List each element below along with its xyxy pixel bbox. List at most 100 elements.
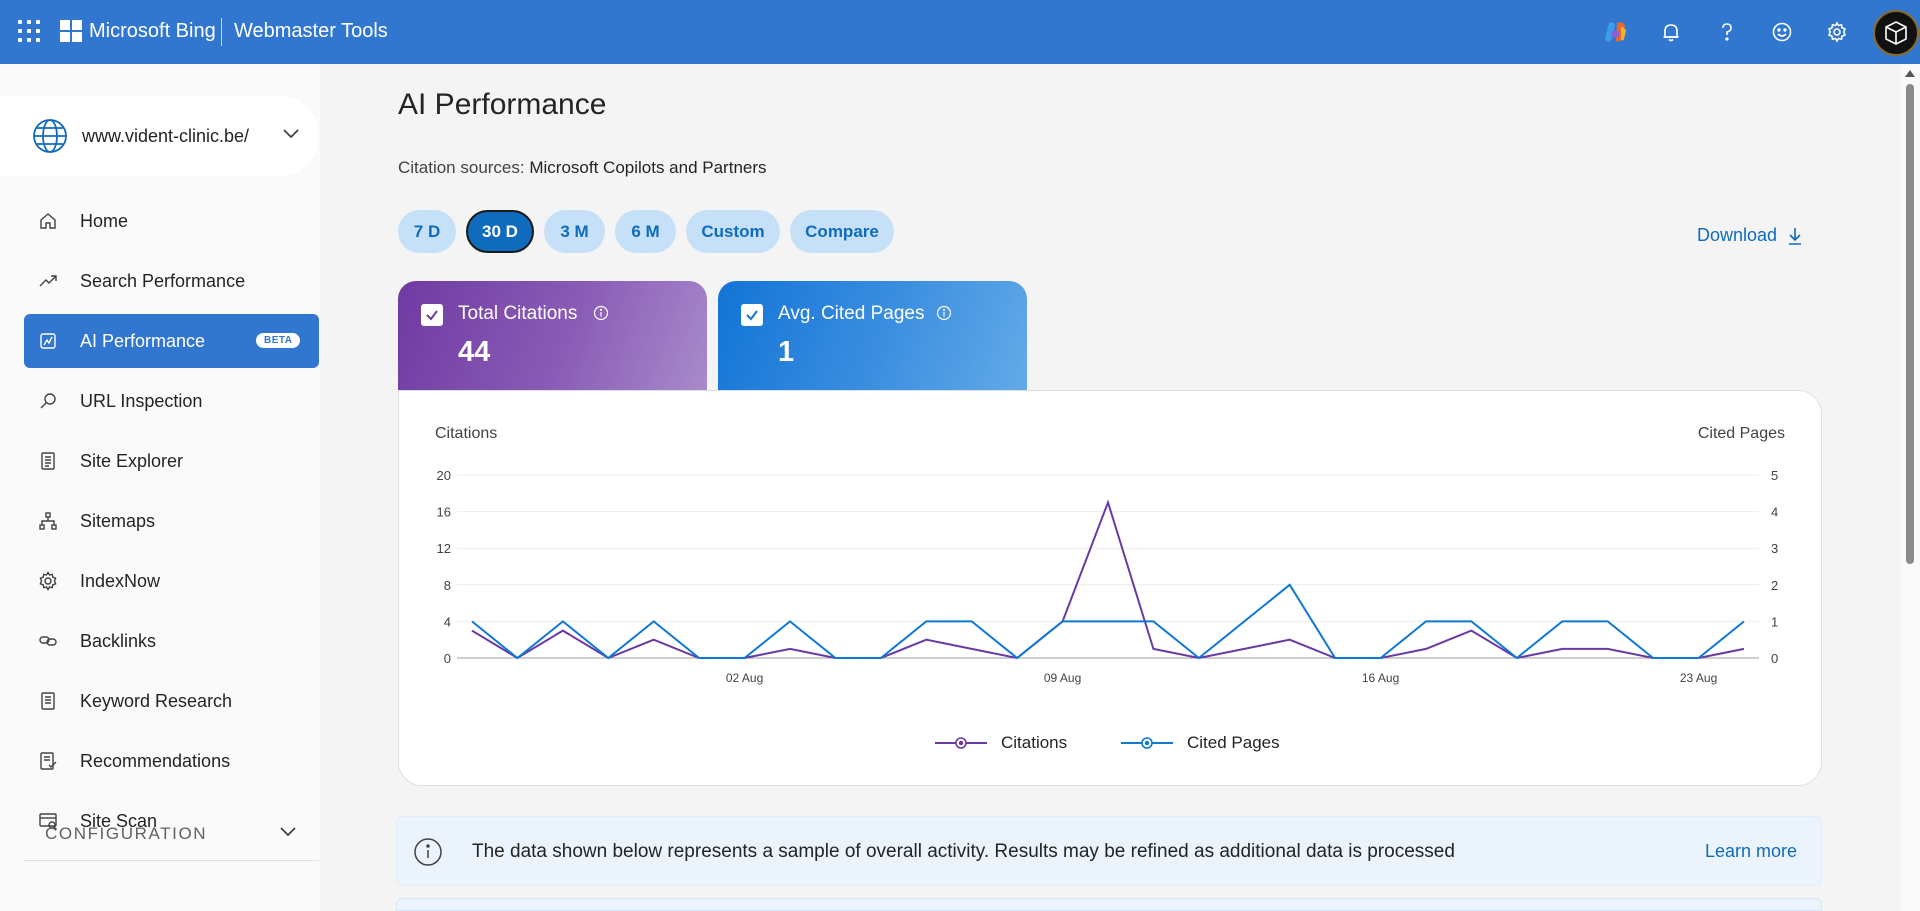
ai-chart-icon <box>40 333 56 349</box>
checklist-icon <box>40 752 57 770</box>
legend-label: Citations <box>1001 733 1068 752</box>
page-title: AI Performance <box>398 88 607 121</box>
info-icon <box>414 838 442 866</box>
sidebar-item-label: URL Inspection <box>80 391 203 411</box>
x-tick-label: 02 Aug <box>726 671 763 685</box>
y2-tick-label: 4 <box>1771 505 1778 520</box>
learn-more-link[interactable]: Learn more <box>1704 841 1797 861</box>
settings-gear-icon[interactable] <box>1823 18 1851 46</box>
sidebar-item-label: Keyword Research <box>80 691 233 711</box>
microsoft-logo <box>60 20 82 42</box>
user-avatar[interactable] <box>1873 10 1919 56</box>
legend-cited-pages[interactable]: Cited Pages <box>1119 733 1280 753</box>
beta-badge: BETA <box>256 333 301 348</box>
sidebar-item-label: IndexNow <box>80 571 161 591</box>
sidebar-item-url-inspection[interactable]: URL Inspection <box>24 374 319 428</box>
product-name[interactable]: Webmaster Tools <box>234 20 388 42</box>
copilot-icon[interactable] <box>1602 18 1630 46</box>
sidebar-item-label: Search Performance <box>80 271 246 291</box>
gear-icon <box>39 571 57 591</box>
apps-waffle-icon[interactable] <box>18 20 40 42</box>
configuration-section-header[interactable]: CONFIGURATION <box>45 824 208 843</box>
notification-bell-icon[interactable] <box>1657 18 1685 46</box>
banner-message: The data shown below represents a sample… <box>472 841 1455 862</box>
scroll-up-arrow-icon[interactable] <box>1905 70 1915 77</box>
info-banner: The data shown below represents a sample… <box>396 816 1822 886</box>
legend-line-icon <box>1121 737 1173 749</box>
sidebar-item-label: Recommendations <box>80 751 231 771</box>
metric-value: 1 <box>778 336 795 368</box>
compare-button[interactable]: Compare <box>790 210 894 253</box>
download-label: Download <box>1697 225 1778 245</box>
sidebar: www.vident-clinic.be/ Home Search Perfor… <box>0 64 320 911</box>
y-axis-title: Citations <box>435 425 498 442</box>
range-7d-button[interactable]: 7 D <box>398 210 456 253</box>
sidebar-item-search-performance[interactable]: Search Performance <box>24 254 319 308</box>
scrollbar-thumb[interactable] <box>1906 84 1914 564</box>
sidebar-item-site-explorer[interactable]: Site Explorer <box>24 434 319 488</box>
y2-tick-label: 0 <box>1771 651 1778 666</box>
range-6m-button[interactable]: 6 M <box>615 210 676 253</box>
x-tick-label: 16 Aug <box>1362 671 1399 685</box>
scrollbar[interactable] <box>1900 64 1920 911</box>
citation-sources: Citation sources: Microsoft Copilots and… <box>398 158 767 178</box>
sidebar-item-recommendations[interactable]: Recommendations <box>24 734 319 788</box>
range-3m-button[interactable]: 3 M <box>544 210 605 253</box>
sidebar-item-label: Home <box>80 211 129 231</box>
y2-tick-label: 2 <box>1771 578 1778 593</box>
range-30d-button[interactable]: 30 D <box>466 210 534 253</box>
site-selector[interactable]: www.vident-clinic.be/ <box>0 96 319 176</box>
sidebar-item-sitemaps[interactable]: Sitemaps <box>24 494 319 548</box>
document-list-icon <box>41 452 55 470</box>
info-icon[interactable] <box>936 305 952 321</box>
document-icon <box>41 692 55 710</box>
y-tick-label: 12 <box>437 541 451 556</box>
feedback-smiley-icon[interactable] <box>1768 18 1796 46</box>
chevron-down-icon[interactable] <box>281 126 301 140</box>
x-tick-label: 09 Aug <box>1044 671 1081 685</box>
trend-icon <box>39 275 57 287</box>
sidebar-item-ai-performance[interactable]: AI Performance BETA <box>24 314 319 368</box>
chart-panel: Citations Cited Pages 0 4 8 12 16 20 0 1 2 3 4 5 02 … <box>398 390 1822 786</box>
metric-label: Avg. Cited Pages <box>778 303 925 324</box>
info-icon[interactable] <box>593 305 609 321</box>
top-bar: Microsoft Bing Webmaster Tools <box>0 0 1920 64</box>
next-section-card <box>396 898 1822 911</box>
checkbox-checked-icon[interactable] <box>741 304 763 326</box>
sitemap-icon <box>39 512 57 530</box>
x-tick-label: 23 Aug <box>1680 671 1717 685</box>
sidebar-item-keyword-research[interactable]: Keyword Research <box>24 674 319 728</box>
search-icon <box>40 393 56 409</box>
cited-pages-series-line <box>471 583 1745 660</box>
legend-label: Cited Pages <box>1187 733 1280 752</box>
legend-citations[interactable]: Citations <box>933 733 1067 753</box>
link-icon <box>39 636 57 646</box>
range-custom-button[interactable]: Custom <box>686 210 780 253</box>
site-name: www.vident-clinic.be/ <box>82 126 250 146</box>
download-button[interactable]: Download <box>1697 225 1803 246</box>
chevron-down-icon[interactable] <box>278 824 298 838</box>
y-tick-label: 4 <box>444 614 451 629</box>
sidebar-item-backlinks[interactable]: Backlinks <box>24 614 319 668</box>
y2-tick-label: 1 <box>1771 614 1778 629</box>
sidebar-item-label: AI Performance <box>80 331 206 351</box>
y-tick-label: 0 <box>444 651 451 666</box>
y-tick-label: 20 <box>437 468 451 483</box>
sidebar-item-indexnow[interactable]: IndexNow <box>24 554 319 608</box>
y-tick-label: 16 <box>437 505 451 520</box>
sidebar-item-label: Backlinks <box>80 631 157 651</box>
help-icon[interactable] <box>1713 18 1741 46</box>
sidebar-item-home[interactable]: Home <box>24 194 319 248</box>
citation-sources-value: Microsoft Copilots and Partners <box>529 158 767 177</box>
avg-cited-pages-card[interactable]: Avg. Cited Pages 1 <box>718 281 1027 391</box>
citation-sources-label: Citation sources: <box>398 158 525 177</box>
home-icon <box>40 213 56 229</box>
sidebar-item-site-scan[interactable]: Site Scan <box>24 794 319 848</box>
citations-series-line <box>471 499 1745 660</box>
sidebar-item-label: Sitemaps <box>80 511 156 531</box>
sidebar-item-label: Site Scan <box>80 811 158 831</box>
total-citations-card[interactable]: Total Citations 44 <box>398 281 707 391</box>
brand-name[interactable]: Microsoft Bing <box>89 20 216 42</box>
checkbox-checked-icon[interactable] <box>421 304 443 326</box>
